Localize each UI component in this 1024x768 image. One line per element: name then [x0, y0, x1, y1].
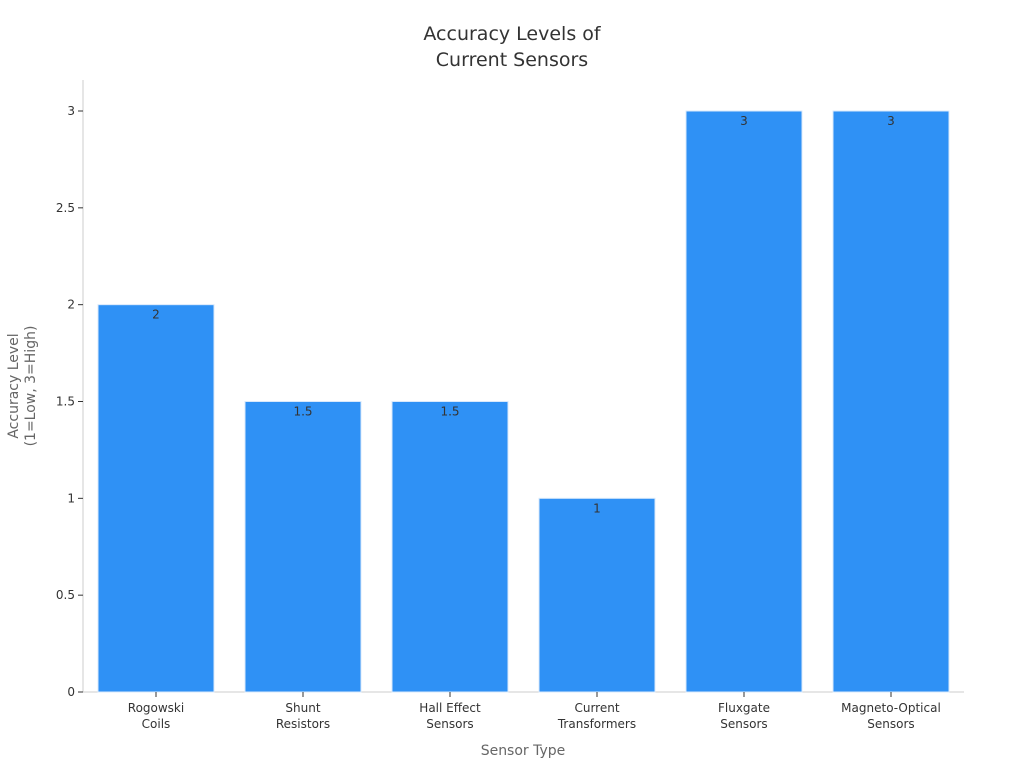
x-tick-label: Sensors: [867, 717, 914, 731]
x-tick-label: Coils: [142, 717, 171, 731]
y-tick-label: 3: [67, 104, 75, 118]
bar: [832, 110, 950, 693]
y-tick-label: 0: [67, 685, 75, 699]
bar-value-label: 1.5: [440, 405, 459, 419]
x-tick-label: Current: [574, 701, 619, 715]
x-tick-label: Transformers: [557, 717, 636, 731]
y-axis-ticks: 0 0.5 1 1.5 2 2.5 3: [56, 104, 83, 699]
chart-title: Accuracy Levels of Current Sensors: [423, 23, 601, 71]
chart-title-line-2: Current Sensors: [436, 49, 588, 71]
y-axis-title-line-1: Accuracy Level: [6, 333, 22, 438]
bar: [244, 401, 362, 693]
bar: [391, 401, 509, 693]
y-tick-label: 2.5: [56, 201, 75, 215]
bar-value-label: 3: [887, 114, 895, 128]
bar: [97, 304, 215, 693]
x-tick-label: Rogowski: [128, 701, 184, 715]
x-tick-label: Fluxgate: [718, 701, 770, 715]
x-tick-label: Sensors: [720, 717, 767, 731]
bar-value-label: 1: [593, 501, 601, 515]
chart-title-line-1: Accuracy Levels of: [423, 23, 601, 45]
bar-value-label: 3: [740, 114, 748, 128]
y-tick-label: 2: [67, 298, 75, 312]
bars: 2 1.5 1.5 1 3 3: [97, 110, 950, 693]
bar: [538, 497, 656, 693]
x-tick-label: Hall Effect: [419, 701, 481, 715]
y-tick-label: 1: [67, 491, 75, 505]
x-tick-label: Shunt: [285, 701, 320, 715]
bar-value-label: 1.5: [293, 405, 312, 419]
x-axis-ticks: Rogowski Coils Shunt Resistors Hall Effect Se…: [128, 692, 941, 731]
bar: [685, 110, 803, 693]
x-tick-label: Magneto-Optical: [841, 701, 941, 715]
y-axis-title: Accuracy Level (1=Low, 3=High): [6, 326, 39, 447]
x-tick-label: Sensors: [426, 717, 473, 731]
y-tick-label: 0.5: [56, 588, 75, 602]
x-axis-title: Sensor Type: [481, 743, 566, 759]
bar-value-label: 2: [152, 308, 160, 322]
y-tick-label: 1.5: [56, 395, 75, 409]
y-axis-title-line-2: (1=Low, 3=High): [23, 326, 39, 447]
x-tick-label: Resistors: [276, 717, 330, 731]
